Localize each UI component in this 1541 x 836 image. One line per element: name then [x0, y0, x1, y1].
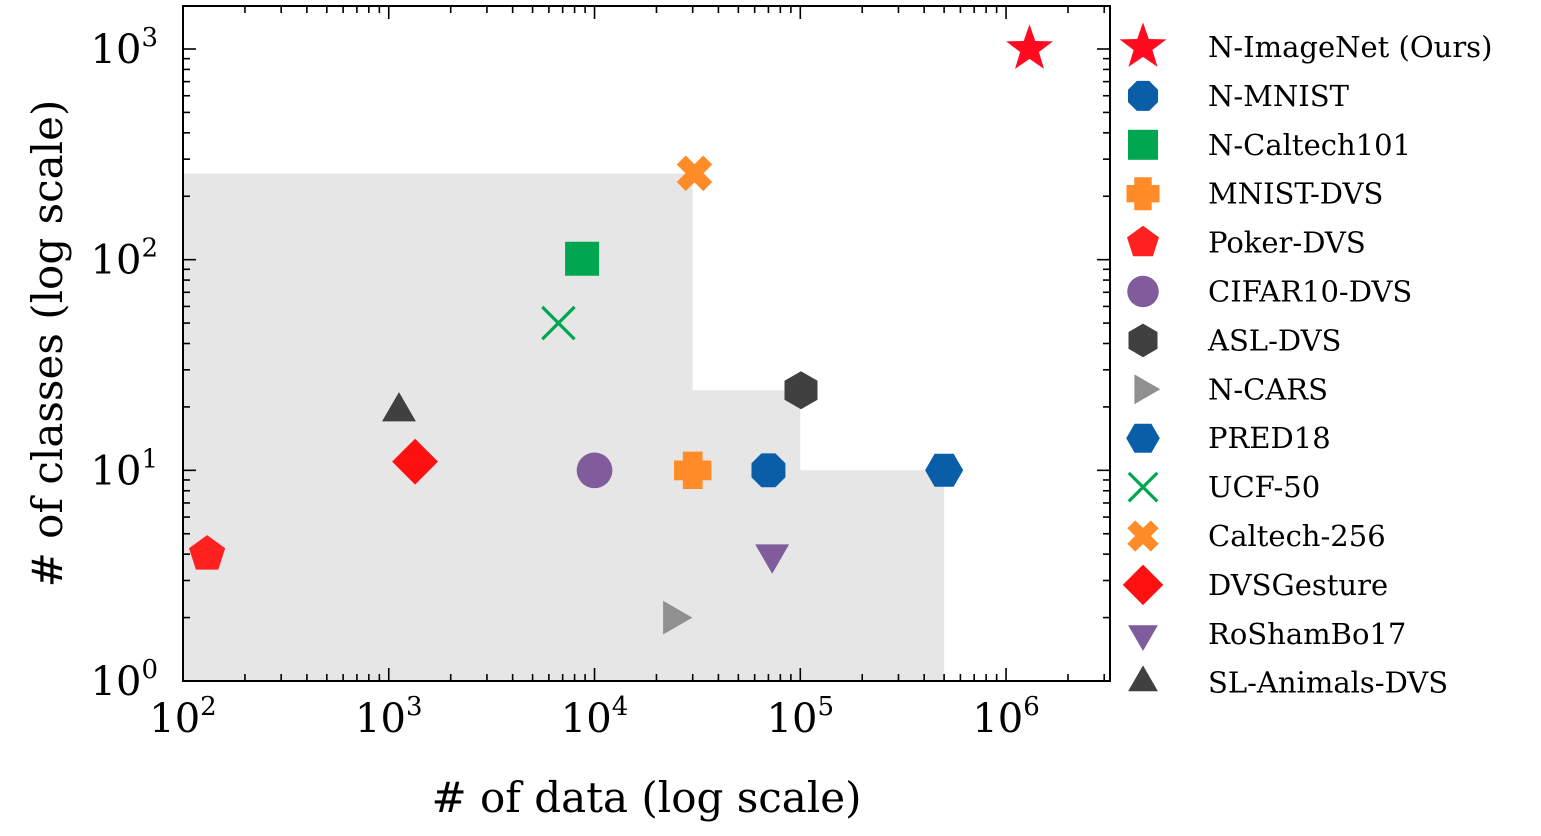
legend-label: RoShamBo17	[1208, 617, 1406, 651]
marker-cifar10-dvs	[576, 452, 613, 489]
legend-label: N-CARS	[1208, 372, 1328, 406]
legend-marker-mnist-dvs	[1126, 177, 1160, 211]
legend-label: N-MNIST	[1208, 79, 1350, 113]
legend-marker-ucf-50	[1127, 471, 1159, 503]
y-tick-label: 101	[91, 444, 158, 494]
legend-item-n-imagenet-ours: N-ImageNet (Ours)	[1119, 22, 1492, 67]
legend-marker-sl-animals-dvs	[1128, 665, 1158, 692]
legend-label: Caltech-256	[1208, 519, 1386, 553]
legend-label: CIFAR10-DVS	[1208, 275, 1412, 309]
marker-roshambo17	[755, 544, 790, 574]
legend-marker-caltech-256	[1127, 520, 1159, 552]
legend-marker-roshambo17	[1128, 625, 1158, 651]
y-tick-label: 102	[91, 234, 158, 284]
legend-marker-cifar10-dvs	[1127, 275, 1159, 308]
legend-label: SL-Animals-DVS	[1208, 666, 1448, 700]
legend-marker-poker-dvs	[1127, 225, 1159, 257]
legend-item-n-caltech101: N-Caltech101	[1128, 128, 1411, 162]
data-markers	[189, 24, 1053, 635]
legend-item-asl-dvs: ASL-DVS	[1128, 323, 1341, 358]
marker-poker-dvs	[189, 535, 226, 570]
legend-label: DVSGesture	[1208, 568, 1388, 602]
y-tick-label: 100	[91, 655, 158, 705]
marker-n-mnist	[751, 453, 786, 488]
legend-marker-asl-dvs	[1128, 323, 1158, 358]
legend-marker-n-cars	[1134, 374, 1161, 405]
marker-dvsgesture	[392, 438, 438, 485]
marker-n-caltech101	[565, 241, 600, 276]
marker-n-imagenet-ours	[1006, 24, 1053, 69]
axis-ticks	[182, 6, 1110, 682]
legend-item-dvsgesture: DVSGesture	[1122, 564, 1388, 606]
legend-item-n-mnist: N-MNIST	[1128, 79, 1350, 113]
x-tick-label: 104	[561, 692, 628, 742]
legend-marker-n-imagenet-ours	[1119, 22, 1167, 67]
marker-pred18	[925, 453, 964, 487]
legend-item-mnist-dvs: MNIST-DVS	[1126, 177, 1383, 211]
x-tick-label: 102	[149, 692, 216, 742]
x-tick-label: 103	[355, 692, 422, 742]
marker-ucf-50	[541, 305, 576, 341]
legend-marker-n-caltech101	[1128, 129, 1158, 160]
marker-mnist-dvs	[674, 451, 712, 489]
marker-asl-dvs	[784, 371, 818, 410]
legend-item-sl-animals-dvs: SL-Animals-DVS	[1128, 665, 1448, 700]
legend-item-cifar10-dvs: CIFAR10-DVS	[1127, 275, 1412, 309]
legend-item-caltech-256: Caltech-256	[1127, 519, 1386, 553]
legend-marker-pred18	[1126, 423, 1160, 453]
legend-label: N-Caltech101	[1208, 128, 1411, 162]
legend-item-ucf-50: UCF-50	[1127, 470, 1320, 504]
shaded-region-layer	[183, 173, 945, 681]
tick-labels: 102 103 104 105 106 100 101 102 103	[91, 23, 1040, 742]
legend-item-n-cars: N-CARS	[1134, 372, 1328, 406]
legend-label: N-ImageNet (Ours)	[1208, 30, 1492, 64]
x-axis-title: # of data (log scale)	[431, 773, 861, 822]
legend-item-poker-dvs: Poker-DVS	[1127, 226, 1366, 260]
legend-item-pred18: PRED18	[1126, 421, 1331, 455]
marker-caltech-256	[676, 155, 713, 192]
legend-label: UCF-50	[1208, 470, 1320, 504]
legend: N-ImageNet (Ours) N-MNIST N-Caltech101 MNIS…	[1119, 22, 1492, 700]
x-tick-label: 105	[767, 692, 834, 742]
x-tick-label: 106	[972, 692, 1039, 742]
legend-label: ASL-DVS	[1207, 323, 1341, 357]
shaded-region	[183, 173, 945, 681]
legend-marker-dvsgesture	[1122, 564, 1164, 606]
plot-frame	[182, 5, 1111, 682]
legend-item-roshambo17: RoShamBo17	[1128, 617, 1406, 651]
y-axis-title: # of classes (log scale)	[23, 100, 72, 588]
y-tick-label: 103	[91, 23, 158, 73]
legend-marker-n-mnist	[1128, 80, 1158, 111]
marker-sl-animals-dvs	[382, 392, 416, 422]
legend-label: Poker-DVS	[1208, 226, 1366, 260]
legend-label: MNIST-DVS	[1208, 177, 1383, 211]
legend-label: PRED18	[1208, 421, 1331, 455]
marker-n-cars	[663, 600, 693, 635]
